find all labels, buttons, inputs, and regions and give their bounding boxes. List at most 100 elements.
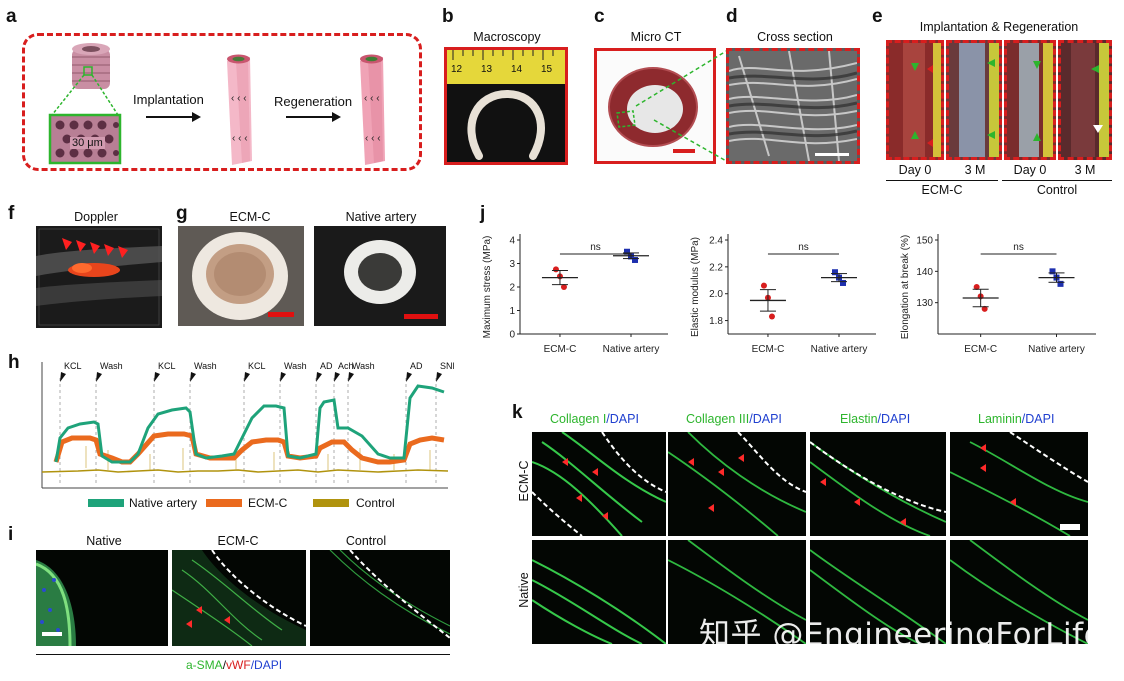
implant-photo-ecm-day0 bbox=[886, 40, 944, 160]
panel-label-g: g bbox=[176, 203, 188, 224]
panel-label-e: e bbox=[872, 6, 883, 27]
sem-cross-section bbox=[726, 48, 860, 164]
y-tick-label: 2.0 bbox=[709, 289, 723, 300]
panel-i-title-native: Native bbox=[86, 534, 122, 548]
panel-g-title-ecm: ECM-C bbox=[229, 210, 271, 224]
group-line-ecm bbox=[886, 180, 998, 181]
panel-a-illustration: ‹ ‹ ‹ ‹ ‹ ‹ ‹ ‹ ‹ ‹ ‹ ‹ bbox=[48, 43, 385, 165]
watermark: 知乎 @EngineeringForLife bbox=[699, 617, 1104, 653]
dapi-label: /DAPI bbox=[606, 412, 639, 426]
if-image-native bbox=[36, 550, 168, 646]
x-tick-label: Native artery bbox=[1028, 344, 1085, 355]
panel-i-underline bbox=[36, 654, 450, 655]
micro-ct-image bbox=[594, 48, 716, 164]
panel-d-title: Cross section bbox=[757, 30, 833, 44]
data-point-ecm-c bbox=[981, 305, 988, 312]
native-artery-cross-photo bbox=[314, 226, 446, 326]
panel-label-j: j bbox=[480, 203, 486, 224]
if-image-ecm-c bbox=[172, 550, 306, 646]
scale-bar-label: 30 μm bbox=[70, 137, 105, 149]
svg-text:‹ ‹ ‹: ‹ ‹ ‹ bbox=[231, 93, 247, 104]
k-col-title: Collagen III/DAPI bbox=[686, 412, 782, 426]
stain-name: Laminin bbox=[978, 412, 1022, 426]
time-label: Day 0 bbox=[1013, 163, 1047, 177]
y-tick-label: 3 bbox=[509, 259, 515, 270]
panel-label-f: f bbox=[8, 203, 15, 224]
x-tick-label: Native artery bbox=[603, 344, 660, 355]
significance-label: ns bbox=[590, 242, 601, 253]
event-arrow bbox=[280, 372, 286, 382]
event-arrow bbox=[244, 372, 250, 382]
caption-dapi: /DAPI bbox=[250, 658, 283, 672]
k-col-title: Laminin/DAPI bbox=[978, 412, 1054, 426]
panel-a-frame bbox=[22, 33, 422, 171]
y-axis-label: Elongation at break (%) bbox=[900, 235, 911, 340]
y-tick-label: 140 bbox=[916, 267, 933, 278]
event-arrow bbox=[334, 372, 340, 382]
panel-e-title: Implantation & Regeneration bbox=[919, 20, 1079, 34]
event-label: Ach bbox=[338, 361, 354, 371]
panel-i-title-control: Control bbox=[345, 534, 387, 548]
event-arrow bbox=[316, 372, 322, 382]
event-label: Wash bbox=[100, 361, 123, 371]
data-point-ecm-c bbox=[973, 284, 980, 290]
event-label: Wash bbox=[284, 361, 307, 371]
y-axis-label: Maximum stress (MPa) bbox=[482, 236, 493, 339]
k-col-title: Elastin/DAPI bbox=[840, 412, 910, 426]
y-tick-label: 2.4 bbox=[709, 236, 723, 247]
macroscopy-photo: 12 13 14 15 bbox=[444, 47, 568, 165]
data-point-ecm-c bbox=[560, 284, 567, 290]
y-tick-label: 0 bbox=[509, 330, 515, 341]
y-tick-label: 2 bbox=[509, 283, 515, 294]
panel-label-i: i bbox=[8, 524, 14, 545]
legend-swatch-native bbox=[88, 499, 124, 507]
y-tick-label: 4 bbox=[509, 236, 515, 247]
event-label: Wash bbox=[194, 361, 217, 371]
if-image-control bbox=[310, 550, 450, 646]
k-native-collagen-iii bbox=[668, 540, 806, 644]
event-label: Wash bbox=[352, 361, 375, 371]
event-arrow bbox=[436, 372, 442, 382]
panel-c-title: Micro CT bbox=[630, 30, 682, 44]
x-tick-label: ECM-C bbox=[544, 344, 577, 355]
legend-label-control: Control bbox=[356, 496, 395, 510]
panel-label-k: k bbox=[512, 402, 523, 423]
k-ecm-elastin bbox=[810, 432, 946, 536]
y-tick-label: 150 bbox=[916, 236, 933, 247]
legend-label-ecm: ECM-C bbox=[248, 496, 288, 510]
data-point-ecm-c bbox=[552, 266, 559, 273]
svg-text:‹ ‹ ‹: ‹ ‹ ‹ bbox=[232, 133, 248, 144]
ruler-tick: 13 bbox=[481, 64, 493, 75]
k-row-label-ecm: ECM-C bbox=[517, 460, 531, 502]
k-native-elastin bbox=[810, 540, 946, 644]
implant-photo-control-day0 bbox=[1004, 40, 1056, 160]
ruler: 12 13 14 15 bbox=[447, 50, 565, 84]
stain-name: Collagen I bbox=[550, 412, 607, 426]
tension-trace-plot: KCLWashKCLWashKCLWashADAchWashADSNP bbox=[41, 361, 454, 489]
data-point-ecm-c bbox=[768, 313, 775, 320]
data-point-native bbox=[1049, 268, 1056, 275]
data-point-native bbox=[840, 279, 846, 286]
time-label: Day 0 bbox=[898, 163, 932, 177]
significance-label: ns bbox=[798, 242, 809, 253]
caption-asma: a-SMA bbox=[186, 658, 223, 672]
stain-name: Collagen III bbox=[686, 412, 750, 426]
legend-label-native: Native artery bbox=[129, 496, 198, 510]
event-arrow bbox=[96, 372, 102, 382]
panel-g-title-native: Native artery bbox=[345, 210, 417, 224]
chart-elongation-at-break: 130 140 150 Elongation at break (%) ECM-C Nat… bbox=[900, 234, 1096, 355]
svg-text:‹ ‹ ‹: ‹ ‹ ‹ bbox=[365, 133, 381, 144]
implant-photo-ecm-3m bbox=[946, 40, 1002, 160]
event-label: KCL bbox=[248, 361, 266, 371]
x-tick-label: Native artery bbox=[811, 344, 868, 355]
significance-label: ns bbox=[1013, 242, 1024, 253]
y-tick-label: 2.2 bbox=[709, 262, 723, 273]
dapi-label: /DAPI bbox=[749, 412, 782, 426]
data-point-native bbox=[624, 248, 630, 255]
k-col-title: Collagen I/DAPI bbox=[550, 412, 639, 426]
event-arrow bbox=[348, 372, 354, 382]
k-ecm-laminin bbox=[950, 432, 1088, 536]
panel-i-caption: a-SMA/vWF/DAPI bbox=[186, 658, 282, 672]
doppler-image bbox=[36, 226, 162, 328]
implantation-label: Implantation bbox=[133, 92, 204, 107]
